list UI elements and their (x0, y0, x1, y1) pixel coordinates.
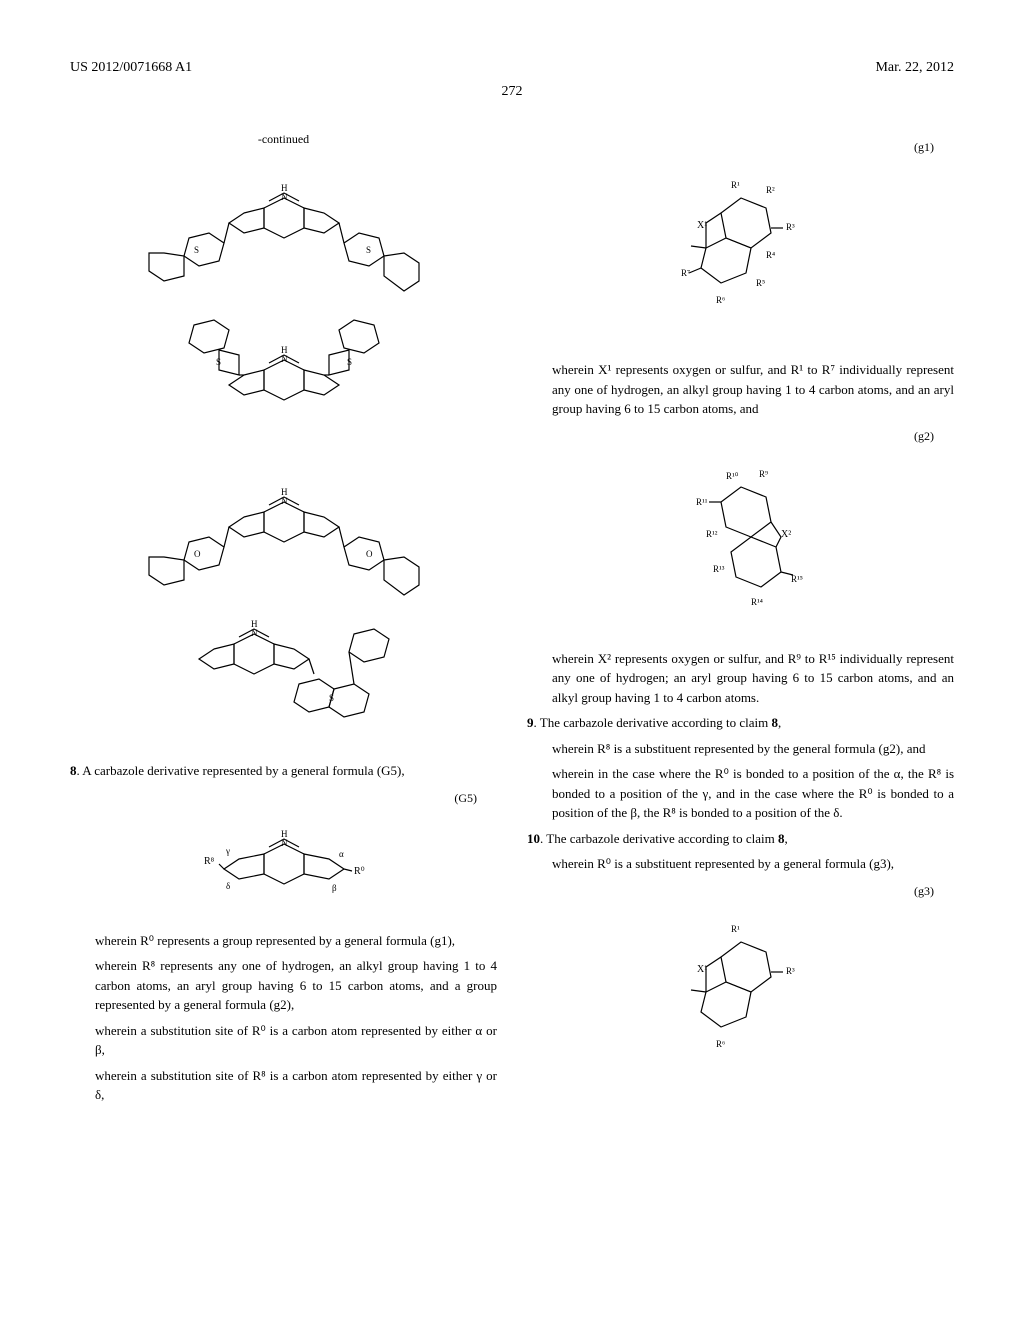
patent-number: US 2012/0071668 A1 (70, 60, 192, 76)
g1-wherein: wherein X¹ represents oxygen or sulfur, … (552, 360, 954, 419)
svg-text:R⁵: R⁵ (756, 278, 765, 288)
g2-wherein: wherein X² represents oxygen or sulfur, … (552, 649, 954, 708)
svg-text:R⁹: R⁹ (759, 469, 768, 479)
right-column: (g1) X¹ R¹ R² R³ R⁴ R⁵ R⁶ R⁷ (527, 130, 954, 1111)
svg-text:R¹⁴: R¹⁴ (751, 597, 763, 607)
chem-structure-4: H N S (70, 609, 497, 749)
svg-text:R¹¹: R¹¹ (696, 497, 708, 507)
formula-g3-label: (g3) (527, 882, 934, 900)
svg-text:R¹³: R¹³ (713, 564, 725, 574)
svg-text:O: O (366, 549, 373, 559)
publication-date: Mar. 22, 2012 (875, 60, 954, 76)
content-columns: -continued H N S (70, 130, 954, 1111)
svg-text:S: S (366, 245, 371, 255)
left-column: -continued H N S (70, 130, 497, 1111)
svg-text:R¹: R¹ (731, 180, 740, 190)
svg-text:R⁴: R⁴ (766, 250, 775, 260)
svg-text:S: S (347, 357, 352, 367)
page-number: 272 (70, 84, 954, 100)
formula-g2-label: (g2) (527, 427, 934, 445)
chem-structure-g2: X² R⁹ R¹⁰ R¹¹ R¹² R¹³ R¹⁴ R¹⁵ (527, 457, 954, 637)
svg-text:S: S (194, 245, 199, 255)
svg-text:β: β (332, 883, 337, 893)
claim-8-text: 8. 8. A carbazole derivative represented… (85, 761, 497, 781)
svg-text:R¹²: R¹² (706, 529, 718, 539)
chem-structure-1: H N S S (70, 163, 497, 293)
claim8-wherein-2: wherein R⁸ represents any one of hydroge… (95, 956, 497, 1015)
svg-text:R⁰: R⁰ (354, 866, 365, 877)
chem-structure-3: H N O O (70, 467, 497, 597)
svg-text:X¹: X¹ (697, 220, 707, 231)
formula-g1-label: (g1) (527, 138, 934, 156)
svg-text:R²: R² (766, 185, 775, 195)
chem-structure-g3: X¹ R¹ R³ R⁶ (527, 912, 954, 1082)
chem-structure-g1: X¹ R¹ R² R³ R⁴ R⁵ R⁶ R⁷ (527, 168, 954, 348)
svg-text:R⁶: R⁶ (716, 1039, 725, 1049)
svg-text:R¹: R¹ (731, 924, 740, 934)
continued-label: -continued (70, 130, 497, 148)
svg-text:X²: X² (781, 529, 791, 540)
svg-text:R⁶: R⁶ (716, 295, 725, 305)
claim8-wherein-4: wherein a substitution site of R⁸ is a c… (95, 1066, 497, 1105)
chem-structure-g5: H N R⁸ R⁰ γ δ α β (70, 819, 497, 919)
svg-text:O: O (194, 549, 201, 559)
claim10-wherein-1: wherein R⁰ is a substituent represented … (552, 854, 954, 874)
svg-text:R³: R³ (786, 966, 795, 976)
svg-text:S: S (216, 357, 221, 367)
claim-9-text: 9. The carbazole derivative according to… (542, 713, 954, 733)
claim8-wherein-1: wherein R⁰ represents a group represente… (95, 931, 497, 951)
formula-g5-label: (G5) (70, 789, 477, 807)
svg-text:R⁷: R⁷ (681, 268, 690, 278)
svg-text:γ: γ (225, 846, 230, 856)
svg-text:N: N (281, 192, 288, 202)
svg-text:δ: δ (226, 881, 230, 891)
svg-text:S: S (329, 693, 334, 703)
svg-text:R¹⁰: R¹⁰ (726, 471, 739, 481)
chem-structure-2: H N S S (70, 305, 497, 455)
claim9-wherein-1: wherein R⁸ is a substituent represented … (552, 739, 954, 759)
claim8-wherein-3: wherein a substitution site of R⁰ is a c… (95, 1021, 497, 1060)
page-header: US 2012/0071668 A1 Mar. 22, 2012 (70, 60, 954, 76)
claim9-wherein-2: wherein in the case where the R⁰ is bond… (552, 764, 954, 823)
claim-10-text: 10. The carbazole derivative according t… (542, 829, 954, 849)
svg-text:R³: R³ (786, 222, 795, 232)
svg-text:X¹: X¹ (697, 964, 707, 975)
svg-text:α: α (339, 849, 344, 859)
svg-text:R⁸: R⁸ (204, 856, 215, 867)
